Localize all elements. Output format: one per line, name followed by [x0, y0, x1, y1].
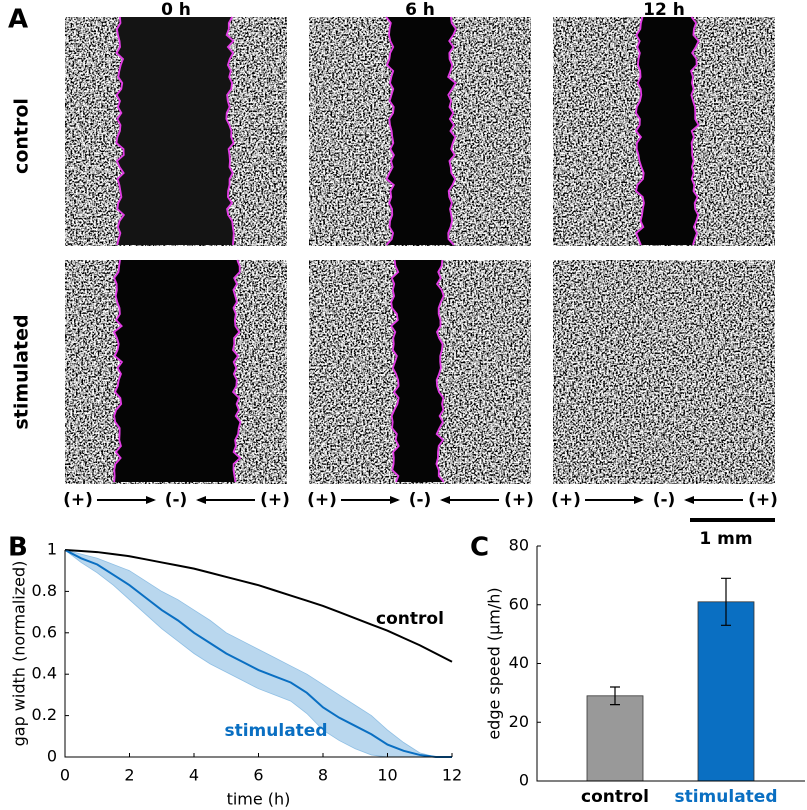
error-bar — [721, 577, 731, 626]
x-tick-label: 2 — [124, 766, 134, 785]
wound-gap — [114, 260, 241, 482]
y-tick-label: 20 — [509, 712, 529, 731]
wound-edge — [385, 16, 395, 246]
polarity-label: (+) — [504, 490, 534, 510]
row-label: control — [11, 98, 33, 174]
polarity-label: (-) — [165, 490, 188, 510]
wound-edge — [225, 16, 235, 246]
x-tick-label: control — [581, 787, 649, 807]
panel-label: B — [8, 533, 28, 563]
axes — [536, 546, 805, 782]
x-axis-label: time (h) — [227, 790, 291, 809]
bar — [586, 695, 644, 782]
polarity-label: (+) — [63, 490, 93, 510]
wound-edge — [447, 16, 457, 246]
wound-edge — [112, 259, 124, 483]
wound-edge — [634, 16, 645, 246]
panel-label: A — [8, 5, 28, 35]
arrow-head — [390, 496, 400, 504]
wound-edge — [690, 16, 700, 246]
y-axis-label: gap width (normalized) — [10, 561, 29, 747]
line — [64, 549, 452, 758]
arrow-head — [146, 496, 156, 504]
polarity-label: (+) — [551, 490, 581, 510]
wound-edge — [435, 259, 445, 483]
arrow-head — [634, 496, 644, 504]
wound-edge — [390, 259, 400, 483]
y-tick-label: 0.6 — [32, 622, 57, 641]
arrow-head — [440, 496, 450, 504]
y-tick-label: 40 — [509, 653, 529, 672]
wound-gap — [636, 17, 699, 245]
wound-edge — [115, 16, 126, 246]
x-tick-label: 12 — [442, 766, 462, 785]
y-tick-label: 0.4 — [32, 664, 57, 683]
series-label: control — [376, 609, 444, 629]
panel-label: C — [470, 533, 489, 563]
y-tick-label: 0.8 — [32, 581, 57, 600]
x-tick-label: 8 — [318, 766, 328, 785]
column-header: 6 h — [405, 0, 435, 20]
error-bar — [610, 686, 620, 706]
x-tick-label: 6 — [253, 766, 263, 785]
scale-bar — [690, 518, 775, 522]
y-tick-label: 1 — [47, 540, 57, 559]
x-tick-label: 4 — [189, 766, 199, 785]
bar — [697, 601, 755, 782]
arrow-head — [684, 496, 694, 504]
y-tick-label: 0 — [519, 771, 529, 790]
column-header: 0 h — [161, 0, 191, 20]
micrograph — [553, 260, 775, 484]
wound-gap — [386, 17, 456, 245]
wound-gap — [116, 17, 234, 245]
polarity-label: (+) — [748, 490, 778, 510]
y-tick-label: 80 — [509, 536, 529, 555]
arrow-head — [196, 496, 206, 504]
x-tick-label: stimulated — [674, 787, 777, 807]
x-tick-label: 10 — [377, 766, 397, 785]
wound-edge — [231, 259, 242, 483]
confidence-band — [64, 549, 452, 758]
row-label: stimulated — [11, 314, 33, 429]
polarity-label: (+) — [260, 490, 290, 510]
polarity-label: (-) — [653, 490, 676, 510]
y-tick-label: 0 — [47, 747, 57, 766]
line — [64, 549, 453, 663]
scale-bar-label: 1 mm — [699, 529, 752, 549]
polarity-label: (+) — [307, 490, 337, 510]
polarity-label: (-) — [409, 490, 432, 510]
y-tick-label: 0.2 — [32, 705, 57, 724]
series-label: stimulated — [224, 721, 327, 741]
x-tick-label: 0 — [60, 766, 70, 785]
y-tick-label: 60 — [509, 594, 529, 613]
column-header: 12 h — [643, 0, 685, 20]
wound-gap — [391, 260, 444, 482]
y-axis-label: edge speed (µm/h) — [485, 587, 504, 739]
